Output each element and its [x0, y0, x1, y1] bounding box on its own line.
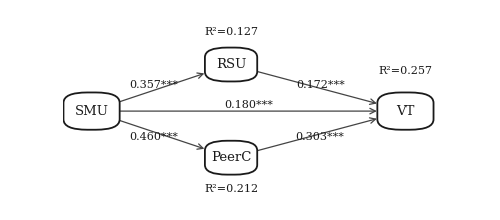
Text: 0.172***: 0.172*** [296, 80, 344, 90]
Text: 0.357***: 0.357*** [129, 80, 178, 90]
Text: VT: VT [396, 104, 414, 118]
Text: PeerC: PeerC [211, 151, 252, 164]
FancyBboxPatch shape [64, 92, 120, 130]
Text: R²=0.257: R²=0.257 [378, 66, 432, 76]
FancyBboxPatch shape [378, 92, 434, 130]
Text: 0.303***: 0.303*** [296, 132, 344, 142]
Text: RSU: RSU [216, 58, 246, 71]
Text: SMU: SMU [74, 104, 108, 118]
Text: R²=0.127: R²=0.127 [204, 27, 258, 37]
Text: 0.180***: 0.180*** [224, 100, 273, 110]
FancyBboxPatch shape [205, 141, 257, 175]
Text: 0.460***: 0.460*** [129, 132, 178, 142]
Text: R²=0.212: R²=0.212 [204, 184, 258, 194]
FancyBboxPatch shape [205, 48, 257, 81]
